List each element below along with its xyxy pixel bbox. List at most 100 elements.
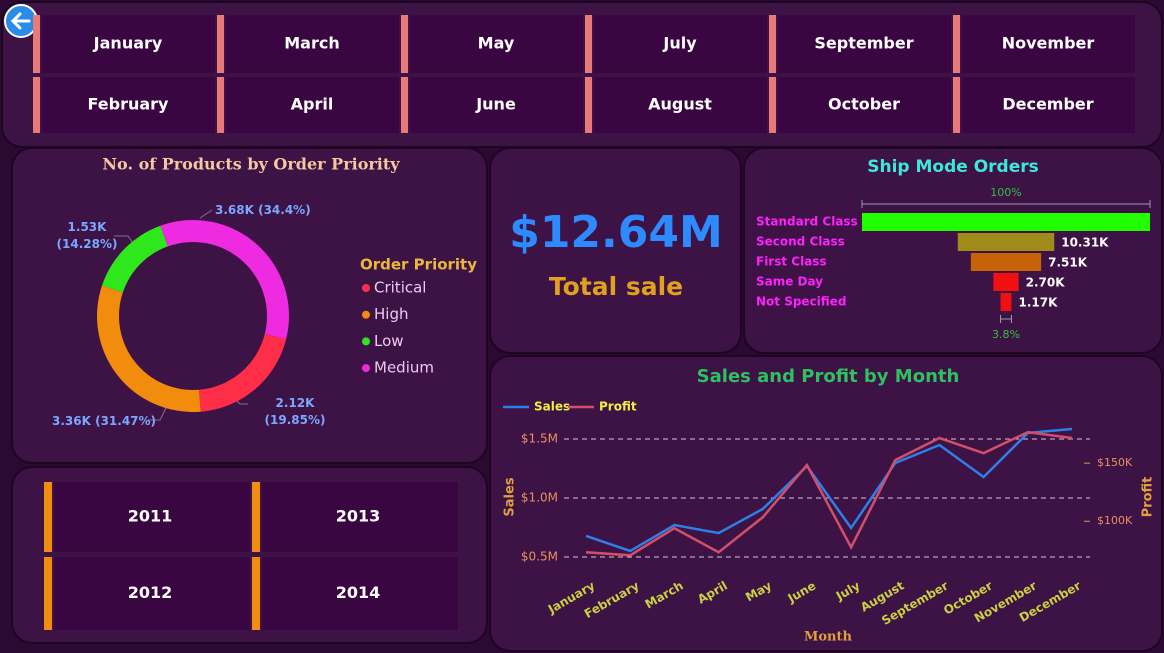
data-label-box: 3.36K (31.47%) bbox=[52, 414, 157, 428]
category-label: Not Specified bbox=[756, 295, 846, 309]
button-label: December bbox=[1002, 95, 1093, 114]
kpi-panel bbox=[489, 147, 742, 354]
month-button[interactable]: April bbox=[217, 77, 399, 133]
month-button[interactable]: October bbox=[769, 77, 951, 133]
button-stripe bbox=[953, 15, 960, 73]
line-panel bbox=[489, 355, 1163, 652]
annotation: 100% bbox=[990, 186, 1021, 199]
button-stripe bbox=[217, 15, 224, 73]
button-bg bbox=[42, 77, 215, 133]
month-button[interactable]: March bbox=[217, 15, 399, 73]
month-button[interactable]: July bbox=[585, 15, 767, 73]
button-bg bbox=[594, 77, 767, 133]
button-bg bbox=[54, 482, 250, 552]
kpi-label: Total sale bbox=[549, 272, 683, 301]
series-line bbox=[585, 430, 1073, 557]
month-button[interactable]: September bbox=[769, 15, 951, 73]
donut-slice bbox=[160, 220, 289, 340]
button-bg bbox=[778, 15, 951, 73]
button-bg bbox=[962, 77, 1135, 133]
month-button[interactable]: November bbox=[953, 15, 1135, 73]
month-button[interactable]: December bbox=[953, 77, 1135, 133]
button-stripe bbox=[769, 77, 776, 133]
legend-label: Sales bbox=[534, 400, 570, 414]
button-stripe bbox=[953, 77, 960, 133]
funnel-bar bbox=[862, 213, 1150, 231]
button-label: May bbox=[478, 34, 515, 53]
chart-title: Ship Mode Orders bbox=[867, 157, 1039, 177]
month-button[interactable]: May bbox=[401, 15, 583, 73]
legend-marker bbox=[362, 310, 370, 319]
data-label: 1.17K bbox=[1018, 296, 1058, 310]
year-button[interactable]: 2012 bbox=[44, 557, 250, 630]
button-stripe bbox=[252, 557, 260, 630]
button-label: 2011 bbox=[128, 507, 173, 526]
button-bg bbox=[962, 15, 1135, 73]
button-bg bbox=[226, 77, 399, 133]
button-label: 2014 bbox=[336, 583, 381, 602]
data-label: 3.68K (34.4%) bbox=[215, 203, 311, 217]
month-button[interactable]: January bbox=[33, 15, 215, 73]
button-stripe bbox=[44, 557, 52, 630]
legend-marker bbox=[362, 284, 370, 292]
button-bg bbox=[410, 77, 583, 133]
y-tick-label: $1.5M bbox=[521, 432, 558, 446]
button-label: September bbox=[814, 34, 913, 53]
legend-label: Low bbox=[374, 332, 404, 350]
data-label-box: 1.53K (14.28%) bbox=[56, 220, 118, 251]
button-stripe bbox=[44, 482, 52, 552]
button-bg bbox=[594, 15, 767, 73]
data-label: 10.31K bbox=[1061, 236, 1109, 250]
annotation: 3.8% bbox=[992, 328, 1020, 341]
button-stripe bbox=[585, 77, 592, 133]
data-label: 1.53K (14.28%) bbox=[56, 220, 118, 251]
button-bg bbox=[410, 15, 583, 73]
year-button[interactable]: 2013 bbox=[252, 482, 458, 552]
category-label: Standard Class bbox=[756, 215, 858, 229]
y-tick-label: $1.0M bbox=[521, 491, 558, 505]
x-axis-label: Month bbox=[804, 630, 853, 645]
data-label-box: 3.68K (34.4%) bbox=[215, 203, 311, 217]
funnel-bar bbox=[957, 233, 1055, 251]
button-bg bbox=[262, 557, 458, 630]
button-stripe bbox=[33, 15, 40, 73]
data-label: 2.12K (19.85%) bbox=[264, 396, 326, 427]
button-stripe bbox=[252, 482, 260, 552]
series-line bbox=[585, 427, 1073, 553]
month-button[interactable]: August bbox=[585, 77, 767, 133]
button-stripe bbox=[401, 15, 408, 73]
button-stripe bbox=[585, 15, 592, 73]
button-label: April bbox=[291, 95, 334, 114]
button-label: July bbox=[662, 34, 697, 53]
month-button[interactable]: February bbox=[33, 77, 215, 133]
legend-marker bbox=[362, 364, 370, 373]
y-axis-label: Sales bbox=[503, 477, 518, 516]
button-label: August bbox=[648, 95, 712, 114]
category-label: First Class bbox=[756, 255, 827, 269]
back-button[interactable] bbox=[4, 4, 38, 38]
button-label: February bbox=[88, 95, 170, 114]
category-label: Same Day bbox=[756, 275, 823, 289]
donut-slice bbox=[96, 285, 201, 412]
year-button[interactable]: 2014 bbox=[252, 557, 458, 630]
year-button[interactable]: 2011 bbox=[44, 482, 250, 552]
ship-panel bbox=[743, 147, 1163, 354]
chart-title: Sales and Profit by Month bbox=[697, 366, 960, 387]
button-bg bbox=[226, 15, 399, 73]
data-label: 7.51K bbox=[1048, 256, 1088, 270]
button-label: October bbox=[828, 95, 900, 114]
month-button[interactable]: June bbox=[401, 77, 583, 133]
data-label: 3.36K (31.47%) bbox=[52, 414, 157, 428]
button-label: June bbox=[475, 95, 516, 114]
chart-title: No. of Products by Order Priority bbox=[102, 155, 400, 174]
funnel-bar bbox=[970, 253, 1042, 271]
button-stripe bbox=[769, 15, 776, 73]
legend-marker bbox=[362, 337, 370, 346]
donut-slice bbox=[198, 333, 287, 412]
legend-title: Order Priority bbox=[360, 256, 477, 274]
data-label: 2.70K bbox=[1026, 276, 1066, 290]
button-label: November bbox=[1002, 34, 1095, 53]
button-label: March bbox=[284, 34, 339, 53]
button-label: January bbox=[93, 34, 163, 53]
